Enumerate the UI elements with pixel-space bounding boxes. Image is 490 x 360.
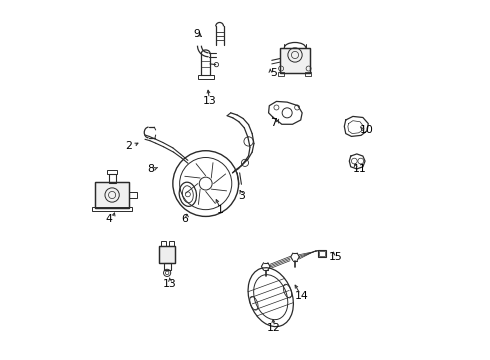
Text: 3: 3: [238, 191, 245, 201]
Bar: [107, 170, 118, 174]
Text: 7: 7: [270, 118, 277, 128]
Text: 15: 15: [329, 252, 343, 262]
Bar: [95, 182, 129, 207]
Text: 9: 9: [194, 28, 200, 39]
Text: 2: 2: [125, 141, 132, 151]
Text: 6: 6: [181, 214, 188, 224]
Bar: [280, 48, 310, 73]
Text: 10: 10: [360, 125, 373, 135]
Bar: [95, 182, 129, 207]
Bar: [305, 72, 312, 76]
Bar: [109, 174, 116, 183]
Text: 13: 13: [163, 279, 177, 289]
Bar: [319, 251, 325, 256]
Text: 13: 13: [202, 96, 216, 107]
Text: 14: 14: [295, 291, 309, 301]
Bar: [169, 241, 173, 246]
Text: 4: 4: [105, 214, 112, 224]
Bar: [129, 192, 137, 198]
Text: 5: 5: [270, 68, 277, 78]
Bar: [280, 48, 310, 73]
Bar: [159, 246, 175, 263]
Bar: [159, 246, 175, 263]
Text: 8: 8: [147, 164, 154, 174]
Bar: [161, 241, 166, 246]
Bar: [198, 75, 214, 79]
Bar: [93, 207, 132, 211]
Text: 11: 11: [352, 164, 366, 174]
Bar: [164, 263, 171, 270]
Bar: [318, 249, 326, 257]
Text: 12: 12: [267, 323, 280, 333]
Text: 1: 1: [217, 205, 223, 215]
Bar: [278, 72, 284, 76]
